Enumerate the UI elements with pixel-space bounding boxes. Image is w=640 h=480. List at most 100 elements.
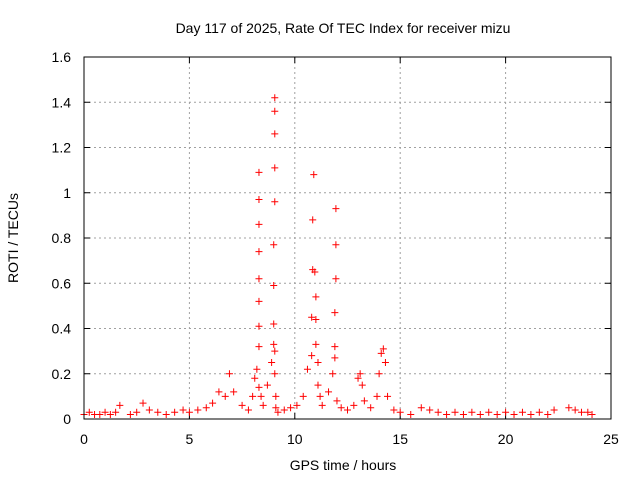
data-point — [185, 408, 193, 416]
data-point — [377, 349, 385, 357]
data-point — [259, 401, 267, 409]
data-point — [171, 408, 179, 416]
data-point — [230, 388, 238, 396]
data-point — [85, 408, 93, 416]
data-point — [325, 388, 333, 396]
data-point — [312, 293, 320, 301]
data-point — [316, 392, 324, 400]
data-point — [215, 388, 223, 396]
data-point — [331, 354, 339, 362]
data-point — [309, 216, 317, 224]
data-point — [350, 401, 358, 409]
data-point — [510, 410, 518, 418]
data-point — [162, 410, 170, 418]
y-tick-label: 1 — [63, 185, 71, 201]
data-point — [255, 196, 263, 204]
data-point — [550, 406, 558, 414]
data-point — [126, 410, 134, 418]
data-point — [493, 410, 501, 418]
data-point — [221, 392, 229, 400]
data-point — [271, 130, 279, 138]
data-point — [358, 381, 366, 389]
data-point — [270, 241, 278, 249]
data-point — [280, 406, 288, 414]
data-point — [255, 297, 263, 305]
grid — [84, 57, 611, 419]
x-tick-label: 20 — [498, 431, 514, 447]
data-point — [225, 370, 233, 378]
data-point — [588, 410, 596, 418]
data-point — [331, 343, 339, 351]
data-point — [527, 410, 535, 418]
data-point — [202, 404, 210, 412]
data-point — [318, 401, 326, 409]
data-point — [571, 406, 579, 414]
data-point — [255, 248, 263, 256]
y-tick-label: 1.6 — [52, 49, 72, 65]
y-tick-label: 0.4 — [52, 321, 72, 337]
data-point — [535, 408, 543, 416]
data-point — [333, 397, 341, 405]
data-point — [255, 275, 263, 283]
data-point — [271, 198, 279, 206]
data-point — [485, 408, 493, 416]
plot-frame — [83, 56, 612, 420]
data-point — [577, 408, 585, 416]
data-point — [257, 392, 265, 400]
data-point — [384, 392, 392, 400]
data-point — [373, 392, 381, 400]
data-point — [518, 408, 526, 416]
x-tick-label: 10 — [287, 431, 303, 447]
data-point — [270, 320, 278, 328]
data-point — [194, 406, 202, 414]
data-point — [112, 408, 120, 416]
data-point — [96, 410, 104, 418]
x-axis-label: GPS time / hours — [290, 457, 397, 473]
data-point — [287, 404, 295, 412]
data-point — [270, 282, 278, 290]
data-point — [244, 406, 252, 414]
data-point — [274, 408, 282, 416]
x-tick-label: 25 — [603, 431, 619, 447]
data-point — [356, 370, 364, 378]
data-point — [310, 171, 318, 179]
data-point — [106, 410, 114, 418]
data-point — [459, 410, 467, 418]
data-point — [332, 241, 340, 249]
data-point — [133, 408, 141, 416]
data-point — [272, 392, 280, 400]
data-point — [272, 404, 280, 412]
x-tick-label: 15 — [392, 431, 408, 447]
data-point — [271, 164, 279, 172]
data-point — [253, 365, 261, 373]
data-point — [154, 408, 162, 416]
y-tick-label: 0.6 — [52, 275, 72, 291]
data-point — [443, 410, 451, 418]
data-points — [80, 94, 596, 418]
data-point — [255, 322, 263, 330]
data-point — [451, 408, 459, 416]
data-point — [255, 383, 263, 391]
data-point — [381, 358, 389, 366]
x-tick-label: 5 — [186, 431, 194, 447]
data-point — [116, 401, 124, 409]
data-point — [331, 309, 339, 317]
data-point — [544, 410, 552, 418]
data-point — [332, 205, 340, 213]
data-point — [271, 347, 279, 355]
data-point — [314, 358, 322, 366]
data-point — [476, 410, 484, 418]
y-tick-label: 1.4 — [52, 94, 72, 110]
data-point — [565, 404, 573, 412]
data-point — [270, 340, 278, 348]
data-point — [417, 404, 425, 412]
data-point — [303, 365, 311, 373]
data-point — [238, 401, 246, 409]
data-point — [468, 408, 476, 416]
data-point — [249, 392, 257, 400]
y-tick-label: 1.2 — [52, 140, 72, 156]
data-point — [434, 408, 442, 416]
data-point — [308, 352, 316, 360]
y-tick-label: 0 — [63, 411, 71, 427]
